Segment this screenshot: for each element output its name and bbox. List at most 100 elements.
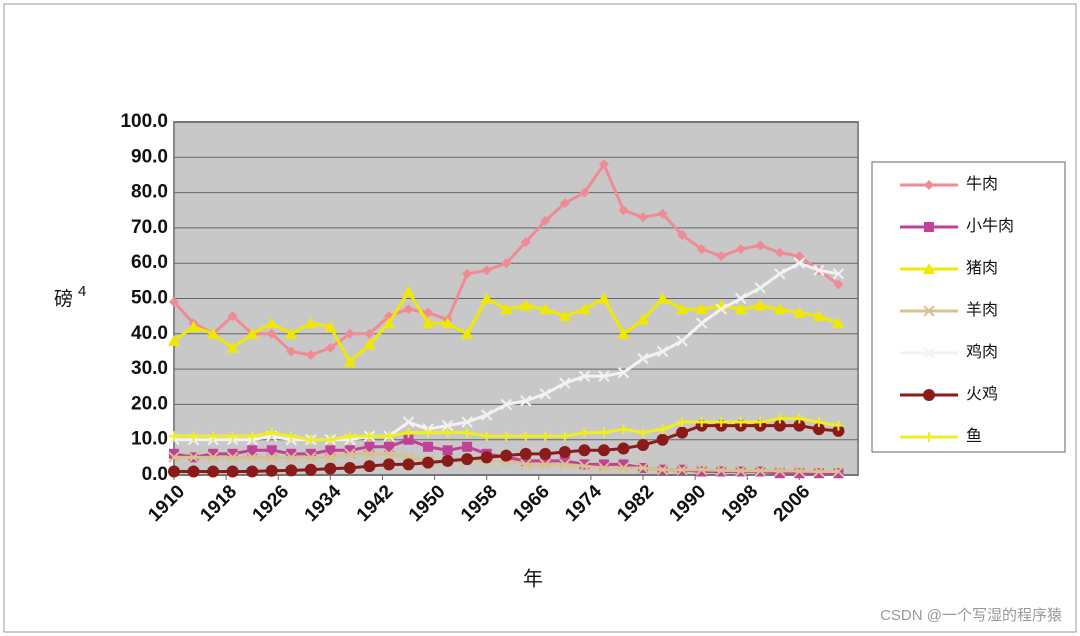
marker — [813, 264, 825, 276]
marker — [754, 299, 767, 311]
marker — [924, 222, 934, 232]
marker — [402, 285, 415, 297]
marker — [579, 427, 590, 438]
marker — [266, 445, 277, 456]
marker — [305, 349, 316, 360]
marker — [187, 451, 200, 464]
marker — [832, 424, 845, 437]
marker — [305, 448, 316, 459]
marker — [520, 431, 531, 442]
marker — [364, 328, 375, 339]
marker — [324, 451, 337, 464]
marker — [923, 305, 935, 317]
marker — [207, 327, 220, 339]
marker — [304, 317, 317, 329]
marker — [578, 444, 591, 457]
marker — [832, 465, 845, 478]
marker — [187, 465, 200, 478]
marker — [519, 447, 532, 460]
marker — [579, 187, 590, 198]
marker — [266, 328, 277, 339]
marker — [169, 448, 179, 459]
marker — [774, 413, 785, 424]
marker — [461, 453, 474, 466]
marker — [169, 297, 179, 308]
marker — [559, 198, 570, 209]
legend-label: 猪肉 — [966, 259, 998, 277]
marker — [500, 398, 512, 411]
marker — [813, 465, 825, 478]
marker — [716, 251, 727, 262]
marker — [344, 328, 355, 339]
marker — [519, 299, 532, 311]
marker — [676, 426, 689, 439]
marker — [441, 454, 454, 467]
marker — [833, 420, 844, 431]
marker — [598, 159, 609, 170]
marker — [793, 306, 806, 318]
marker — [382, 458, 395, 471]
marker — [403, 427, 414, 438]
marker — [168, 465, 180, 478]
marker — [227, 431, 238, 442]
marker — [324, 462, 337, 475]
marker — [793, 419, 806, 432]
marker — [305, 451, 317, 464]
marker — [324, 320, 337, 332]
marker — [246, 465, 259, 478]
marker — [403, 434, 414, 445]
marker — [755, 417, 766, 428]
marker — [794, 413, 805, 424]
marker — [833, 279, 844, 290]
marker — [676, 335, 688, 347]
marker — [579, 459, 590, 470]
marker — [793, 257, 806, 269]
marker — [924, 432, 934, 442]
marker — [696, 466, 707, 477]
marker — [442, 427, 453, 438]
marker — [286, 431, 297, 442]
marker — [462, 427, 473, 438]
marker — [441, 419, 454, 432]
y-tick-label: 0.0 — [142, 464, 168, 485]
marker — [286, 346, 297, 357]
marker — [540, 215, 551, 226]
marker — [923, 347, 935, 359]
marker — [325, 434, 336, 445]
y-tick-label: 90.0 — [131, 146, 168, 167]
y-tick-label: 70.0 — [131, 217, 168, 238]
marker — [832, 268, 845, 280]
marker — [774, 268, 786, 280]
marker — [187, 320, 200, 332]
marker — [558, 446, 571, 459]
legend-label: 鸡肉 — [966, 343, 998, 361]
marker — [774, 468, 785, 479]
marker — [656, 433, 669, 446]
marker — [923, 263, 935, 274]
marker — [461, 416, 473, 428]
marker — [169, 431, 179, 442]
marker — [402, 458, 415, 471]
marker — [755, 240, 766, 251]
marker — [715, 464, 727, 477]
marker — [265, 464, 278, 477]
marker — [578, 370, 591, 382]
marker — [422, 317, 435, 329]
marker — [637, 352, 649, 365]
marker — [676, 463, 688, 476]
marker — [325, 342, 336, 353]
marker — [540, 431, 551, 442]
marker — [520, 237, 531, 248]
marker — [657, 424, 668, 435]
marker — [226, 451, 239, 464]
marker — [344, 431, 355, 442]
marker — [695, 303, 708, 315]
marker — [168, 451, 180, 464]
marker — [226, 465, 239, 478]
marker — [597, 292, 610, 304]
marker — [363, 448, 376, 460]
marker — [423, 427, 434, 438]
marker — [285, 464, 298, 477]
marker — [598, 370, 610, 382]
marker — [617, 327, 630, 339]
